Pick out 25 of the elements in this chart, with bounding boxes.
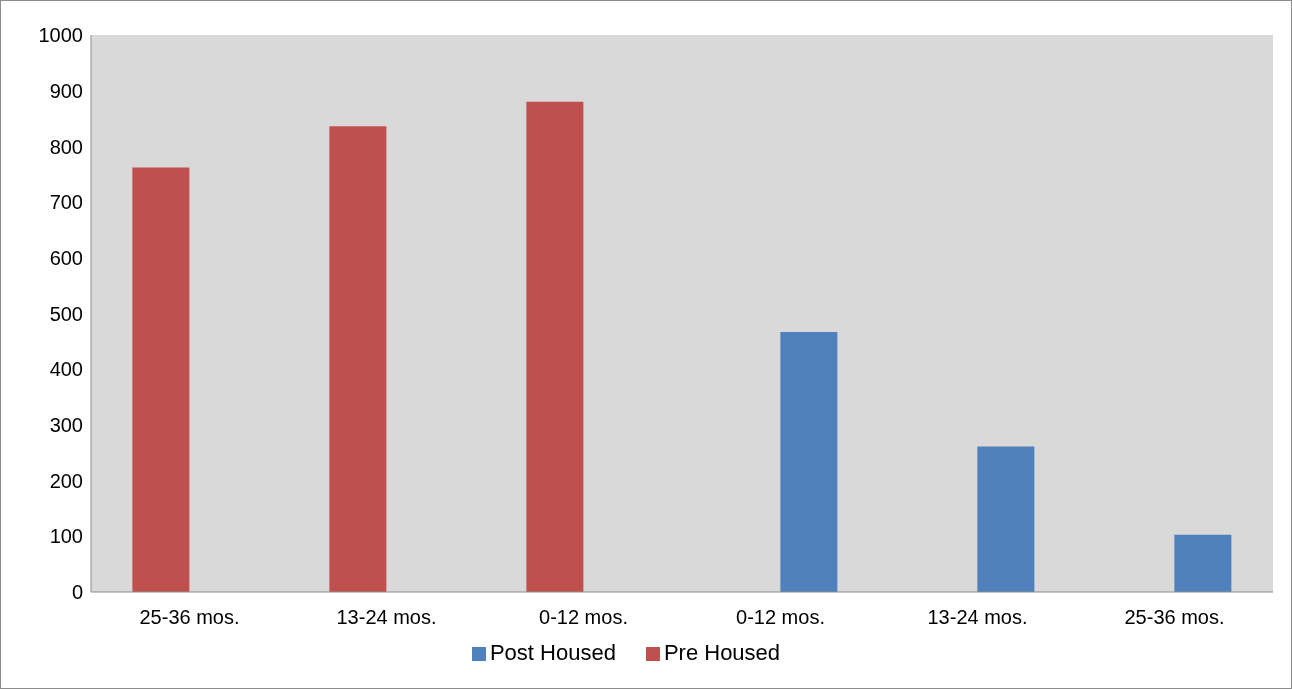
- bar: [780, 331, 838, 592]
- y-tick-label: 900: [49, 79, 83, 102]
- legend-label: Pre Housed: [663, 640, 781, 665]
- bar: [526, 101, 584, 592]
- y-tick-label: 700: [49, 191, 83, 214]
- legend-label: Post Housed: [489, 640, 616, 665]
- y-tick-label: 0: [71, 581, 83, 604]
- x-tick-label: 13-24 mos.: [336, 606, 437, 629]
- bar: [329, 126, 387, 592]
- y-tick-label: 800: [49, 135, 83, 158]
- x-tick-label: 13-24 mos.: [927, 606, 1028, 629]
- y-tick-label: 200: [49, 469, 83, 492]
- bar: [977, 446, 1035, 592]
- x-tick-label: 25-36 mos.: [1124, 606, 1225, 629]
- y-tick-label: 300: [49, 414, 83, 436]
- y-tick-label: 500: [49, 302, 83, 325]
- bar: [1174, 534, 1232, 592]
- x-tick-label: 25-36 mos.: [139, 606, 240, 629]
- y-tick-label: 100: [49, 525, 83, 548]
- x-tick-label: 0-12 mos.: [736, 606, 825, 629]
- y-tick-label: 1000: [38, 24, 83, 47]
- x-tick-label: 0-12 mos.: [539, 606, 628, 629]
- y-tick-label: 600: [49, 246, 83, 269]
- bar: [132, 167, 190, 592]
- y-tick-label: 400: [49, 358, 83, 381]
